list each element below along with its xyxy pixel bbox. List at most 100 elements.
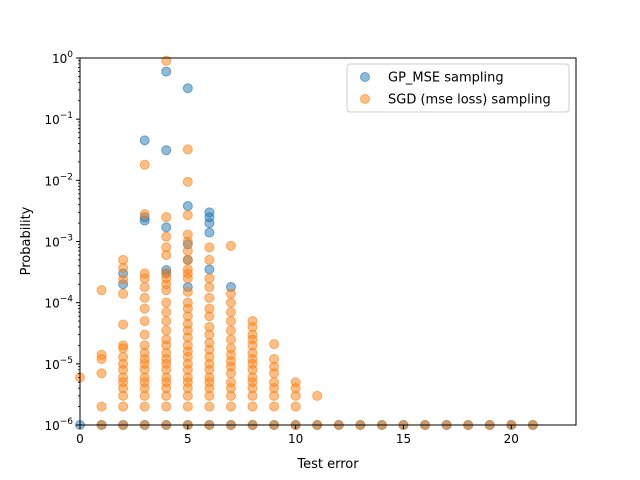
point-s1-40	[139, 390, 150, 401]
point-s0-23	[204, 218, 215, 229]
y-axis-ticks: 10−6 10−5 10−4 10−3 10−2 10−1 100	[44, 50, 80, 433]
point-s1-116	[225, 240, 236, 251]
point-s1-102	[204, 311, 215, 322]
point-s1-26	[139, 273, 150, 284]
y-axis-label: Probability	[19, 206, 34, 275]
point-s1-119	[225, 307, 236, 318]
point-s1-117	[225, 288, 236, 299]
point-s1-1	[96, 285, 107, 296]
legend: GP_MSE sampling SGD (mse loss) sampling	[346, 63, 570, 113]
point-s0-24	[204, 227, 215, 238]
point-s1-3	[96, 353, 107, 364]
point-s1-41	[139, 401, 150, 412]
point-s1-31	[139, 329, 150, 340]
x-axis-label: Test error	[296, 457, 359, 472]
point-s1-127	[225, 368, 236, 379]
point-s1-65	[161, 390, 172, 401]
point-s1-69	[182, 176, 193, 187]
point-s1-52	[161, 297, 172, 308]
point-s1-29	[139, 303, 150, 314]
point-s1-44	[161, 212, 172, 223]
point-s1-43	[161, 55, 172, 66]
legend-label-gp-mse: GP_MSE sampling	[388, 71, 504, 86]
point-s0-15	[182, 83, 193, 94]
point-s1-66	[161, 401, 172, 412]
x-tick-label-4: 20	[504, 432, 519, 446]
x-tick-label-1: 5	[184, 432, 192, 446]
point-s1-11	[118, 319, 129, 330]
point-s0-16	[182, 201, 193, 212]
point-s1-114	[204, 401, 215, 412]
point-s1-47	[161, 250, 172, 261]
point-s1-100	[204, 292, 215, 303]
point-s1-23	[139, 159, 150, 170]
axes-background	[80, 58, 576, 425]
point-s1-5	[96, 401, 107, 412]
point-s1-74	[182, 254, 193, 265]
legend-marker-sgd	[360, 94, 370, 104]
point-s0-25	[204, 264, 215, 275]
point-s1-27	[139, 282, 150, 293]
x-axis-ticks: 0 5 10 15 20	[76, 425, 519, 446]
point-s0-9	[161, 66, 172, 77]
point-s1-148	[269, 339, 280, 350]
point-s0-5	[139, 135, 150, 146]
point-s1-70	[182, 210, 193, 221]
point-s1-13	[118, 343, 129, 354]
point-s1-159	[290, 390, 301, 401]
point-s1-68	[182, 144, 193, 155]
point-s1-98	[204, 273, 215, 284]
point-s1-9	[118, 274, 129, 285]
point-s1-121	[225, 325, 236, 336]
point-s1-160	[290, 401, 301, 412]
point-s1-45	[161, 231, 172, 242]
x-tick-label-0: 0	[76, 432, 84, 446]
point-s1-96	[204, 242, 215, 253]
point-s1-130	[225, 390, 236, 401]
point-s1-78	[182, 286, 193, 297]
x-tick-label-3: 15	[396, 432, 411, 446]
point-s1-24	[139, 209, 150, 220]
point-s1-93	[182, 390, 193, 401]
legend-frame	[346, 63, 570, 113]
y-tick-label-1: 10−5	[44, 356, 73, 372]
point-s1-151	[269, 368, 280, 379]
point-s1-145	[247, 390, 258, 401]
point-s1-146	[247, 401, 258, 412]
y-tick-label-5: 10−1	[44, 111, 73, 127]
point-s1-53	[161, 307, 172, 318]
point-s1-77	[182, 273, 193, 284]
y-tick-label-3: 10−3	[44, 234, 73, 250]
point-s1-28	[139, 292, 150, 303]
point-s1-21	[118, 401, 129, 412]
point-s1-54	[161, 316, 172, 327]
legend-marker-gp-mse	[360, 72, 370, 82]
point-s1-73	[182, 245, 193, 256]
point-s1-20	[118, 390, 129, 401]
y-tick-label-2: 10−4	[44, 295, 73, 311]
point-s1-131	[225, 401, 236, 412]
point-s1-120	[225, 316, 236, 327]
point-s1-162	[312, 390, 323, 401]
point-s1-104	[204, 329, 215, 340]
point-s1-113	[204, 390, 215, 401]
point-s1-155	[269, 401, 280, 412]
x-tick-label-2: 10	[288, 432, 303, 446]
point-s1-51	[161, 285, 172, 296]
point-s1-10	[118, 288, 129, 299]
point-s1-154	[269, 390, 280, 401]
point-s1-118	[225, 297, 236, 308]
point-s1-55	[161, 325, 172, 336]
point-s1-30	[139, 316, 150, 327]
point-s1-8	[118, 262, 129, 273]
point-s1-4	[96, 368, 107, 379]
y-tick-label-0: 10−6	[44, 417, 73, 433]
point-s1-99	[204, 282, 215, 293]
point-s1-94	[182, 401, 193, 412]
y-tick-label-4: 10−2	[44, 172, 73, 188]
point-s1-72	[182, 236, 193, 247]
legend-label-sgd: SGD (mse loss) sampling	[388, 93, 551, 108]
point-s0-11	[161, 222, 172, 233]
plot-area	[75, 55, 576, 430]
